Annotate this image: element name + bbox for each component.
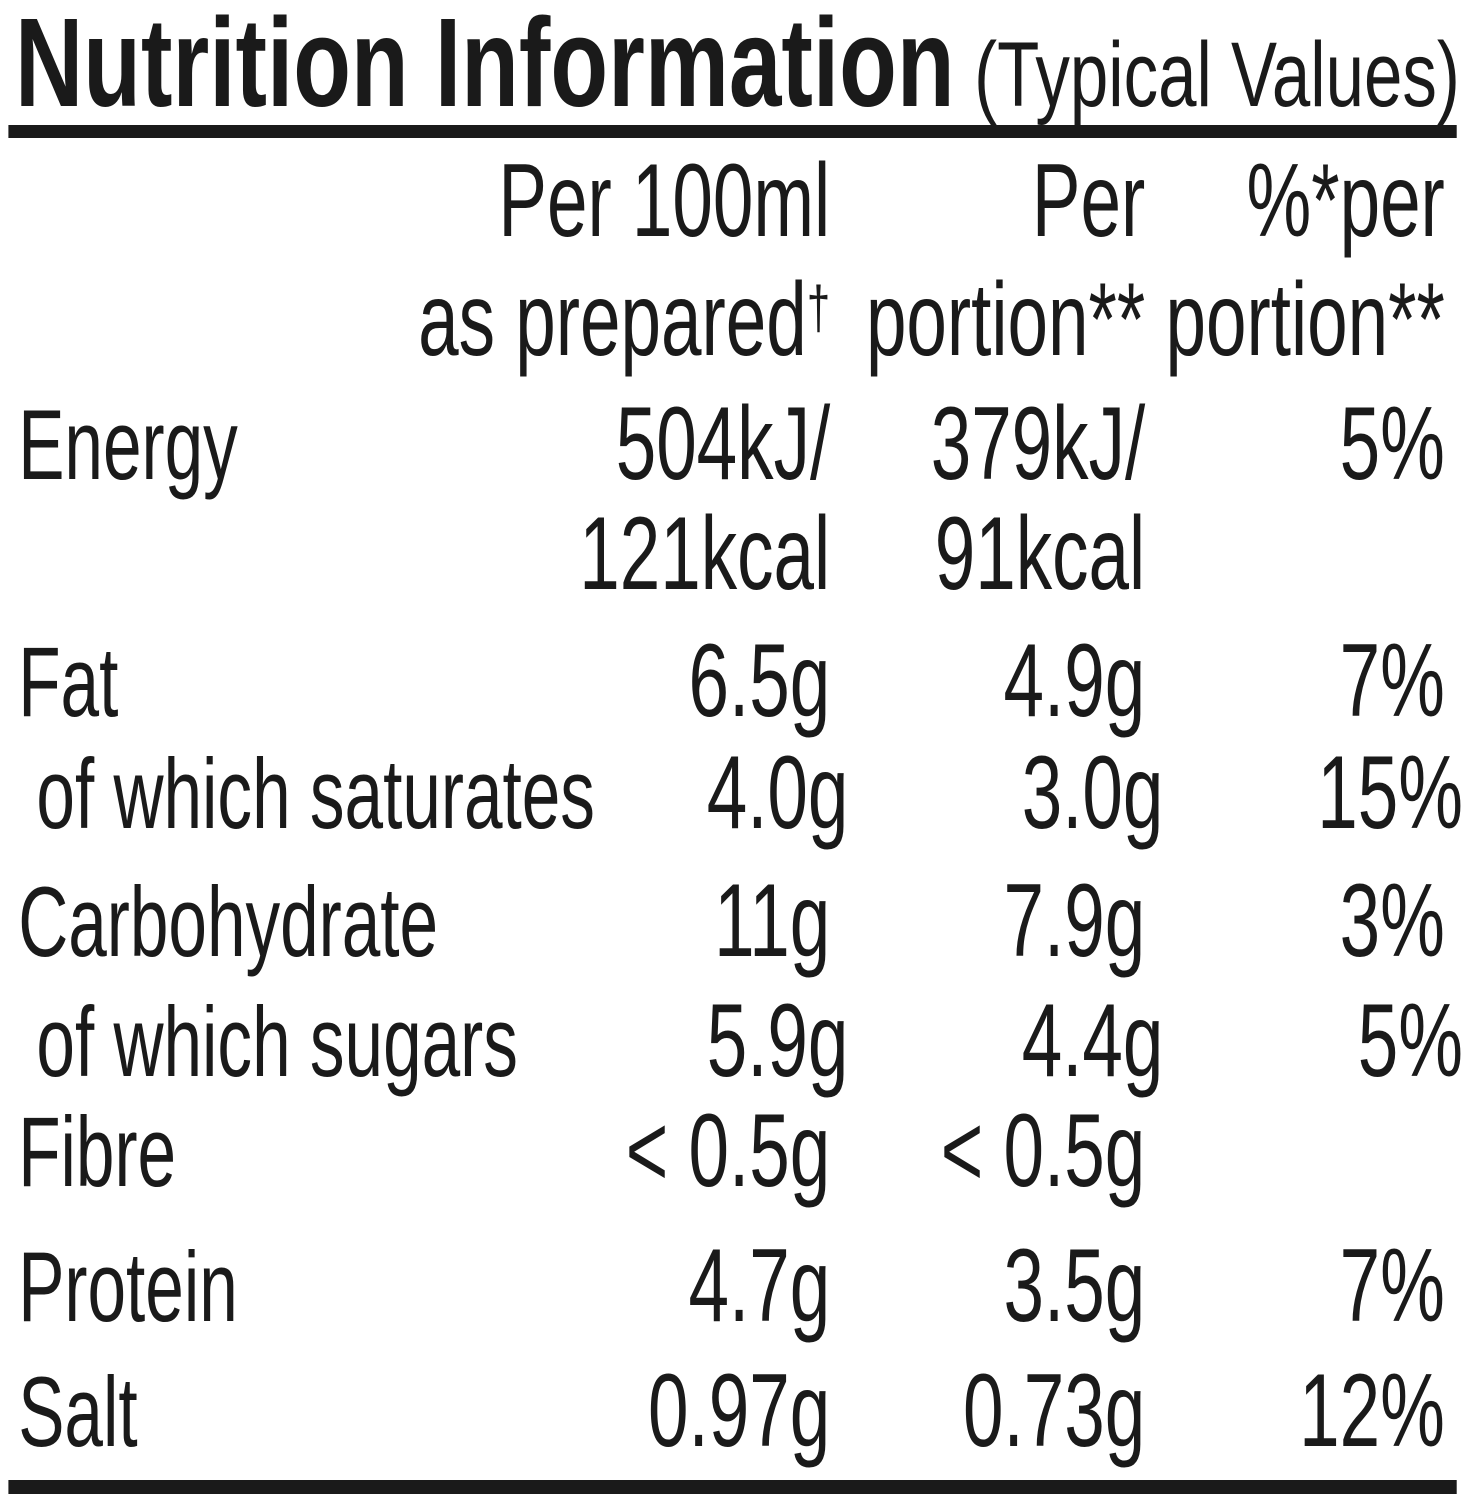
header-portion: portion** [865, 262, 1146, 379]
title-row: Nutrition Information (Typical Values) [0, 0, 1465, 126]
row-carbohydrate: Carbohydrate 11g 7.9g 3% [0, 863, 1465, 979]
row-of-which-sugars: of which sugars 5.9g 4.4g 5% [0, 983, 1465, 1099]
nutrition-table: Per 100ml Per %*per as prepared† portion… [0, 125, 1465, 1494]
value-pct-per-portion: 5% [1339, 386, 1445, 502]
value-per-portion: 91kcal [934, 496, 1146, 612]
value-per-100ml: 4.0g [706, 735, 849, 851]
value-per-100ml: 11g [714, 863, 831, 979]
top-rule-divider [8, 125, 1457, 138]
value-pct-per-portion: 7% [1339, 623, 1445, 739]
nutrient-label: Fat [18, 626, 119, 737]
value-per-100ml: < 0.5g [625, 1093, 831, 1209]
value-per-portion: 379kJ/ [930, 386, 1146, 502]
value-per-portion: < 0.5g [940, 1093, 1146, 1209]
nutrient-label: Energy [18, 389, 238, 500]
value-per-100ml: 5.9g [706, 983, 849, 1099]
value-per-portion: 7.9g [1003, 863, 1146, 979]
nutrient-sublabel: of which sugars [36, 986, 518, 1097]
value-per-100ml: 0.97g [648, 1353, 831, 1469]
bottom-rule-divider [8, 1480, 1457, 1494]
value-per-portion: 3.5g [1003, 1228, 1146, 1344]
value-per-100ml: 504kJ/ [615, 386, 831, 502]
value-per-100ml: 6.5g [688, 623, 831, 739]
value-pct-per-portion: 3% [1339, 863, 1445, 979]
row-energy-line-1: Energy 504kJ/ 379kJ/ 5% [0, 386, 1465, 502]
value-per-100ml: 121kcal [579, 496, 831, 612]
value-pct-per-portion: 5% [1357, 983, 1463, 1099]
value-per-portion: 0.73g [963, 1353, 1146, 1469]
nutrient-label: Protein [18, 1231, 238, 1342]
value-pct-per-portion: 12% [1299, 1353, 1445, 1469]
row-fibre: Fibre < 0.5g < 0.5g [0, 1093, 1465, 1209]
title-block: Nutrition Information (Typical Values) [0, 0, 1465, 126]
header-per-portion: Per [1031, 143, 1146, 259]
nutrient-label: Carbohydrate [18, 866, 439, 977]
page-title-qualifier: (Typical Values) [974, 24, 1460, 126]
nutrient-sublabel: of which saturates [36, 738, 595, 849]
value-pct-per-portion: 7% [1339, 1228, 1445, 1344]
nutrient-label: Fibre [18, 1096, 177, 1207]
value-per-portion: 4.4g [1021, 983, 1164, 1099]
value-per-portion: 3.0g [1021, 735, 1164, 851]
row-fat: Fat 6.5g 4.9g 7% [0, 623, 1465, 739]
header-row-line-1: Per 100ml Per %*per [0, 148, 1465, 254]
dagger-footnote-marker: † [806, 273, 831, 341]
header-row-line-2: as prepared† portion** portion** [0, 254, 1465, 373]
header-as-prepared: as prepared† [368, 254, 830, 373]
header-as-prepared-text: as prepared [418, 262, 807, 379]
row-of-which-saturates: of which saturates 4.0g 3.0g 15% [0, 735, 1465, 851]
row-salt: Salt 0.97g 0.73g 12% [0, 1353, 1465, 1469]
value-per-portion: 4.9g [1003, 623, 1146, 739]
header-portion-pct: portion** [1165, 262, 1445, 379]
row-protein: Protein 4.7g 3.5g 7% [0, 1228, 1465, 1344]
page-title: Nutrition Information [15, 0, 955, 133]
header-pct-per-portion: %*per [1246, 143, 1445, 259]
value-pct-per-portion: 15% [1317, 735, 1463, 851]
row-energy-line-2: 121kcal 91kcal [0, 499, 1465, 609]
header-per-100ml: Per 100ml [498, 143, 831, 259]
nutrient-label: Salt [18, 1356, 138, 1467]
value-per-100ml: 4.7g [688, 1228, 831, 1344]
